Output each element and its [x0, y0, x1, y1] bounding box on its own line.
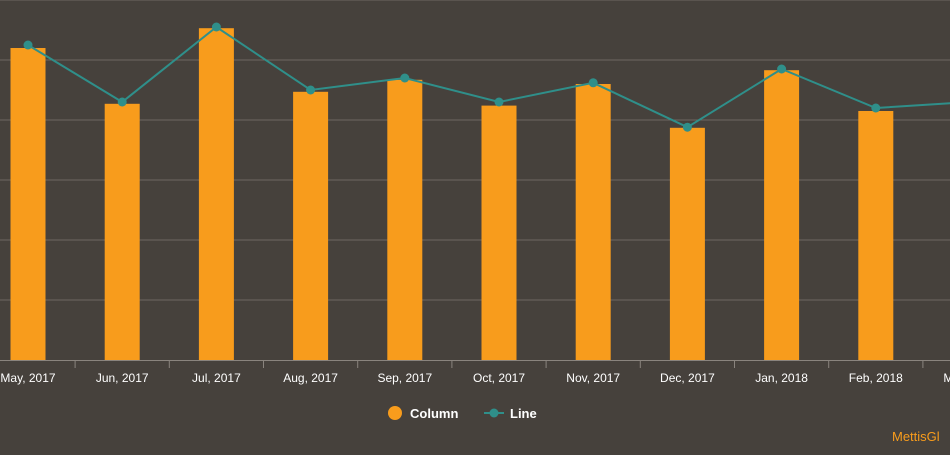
line-point-jul-2017[interactable]: [212, 23, 221, 32]
bar-aug-2017[interactable]: [293, 92, 328, 360]
x-tick-label: Nov, 2017: [566, 371, 620, 385]
line-point-aug-2017[interactable]: [306, 86, 315, 95]
x-tick-label: Jan, 2018: [755, 371, 808, 385]
legend-marker-column: [388, 406, 402, 420]
legend-label-column: Column: [410, 406, 458, 421]
x-tick-label: Oct, 2017: [473, 371, 525, 385]
x-tick-label: Sep, 2017: [377, 371, 432, 385]
x-tick-label: May, 2017: [0, 371, 55, 385]
x-tick-label: Mar, 2018: [943, 371, 950, 385]
legend-marker-line: [490, 409, 499, 418]
bar-dec-2017[interactable]: [670, 128, 705, 360]
line-point-sep-2017[interactable]: [400, 74, 409, 83]
line-point-dec-2017[interactable]: [683, 123, 692, 132]
x-tick-label: Dec, 2017: [660, 371, 715, 385]
legend-item-line[interactable]: Line: [484, 406, 537, 421]
bar-jul-2017[interactable]: [199, 28, 234, 360]
line-point-jun-2017[interactable]: [118, 98, 127, 107]
bar-sep-2017[interactable]: [387, 80, 422, 360]
legend: Column Line: [388, 406, 537, 421]
x-tick-label: Aug, 2017: [283, 371, 338, 385]
x-tick-label: Feb, 2018: [849, 371, 903, 385]
line-point-jan-2018[interactable]: [777, 65, 786, 74]
bar-jun-2017[interactable]: [105, 104, 140, 360]
line-point-nov-2017[interactable]: [589, 78, 598, 87]
bar-feb-2018[interactable]: [858, 111, 893, 360]
brand-watermark: MettisGl: [892, 429, 940, 444]
bar-may-2017[interactable]: [11, 48, 46, 360]
x-axis-tick-labels: May, 2017 Jun, 2017 Jul, 2017 Aug, 2017 Sep,…: [0, 371, 950, 385]
gridlines: [0, 0, 950, 368]
bar-jan-2018[interactable]: [764, 70, 799, 360]
legend-label-line: Line: [510, 406, 537, 421]
legend-item-column[interactable]: Column: [388, 406, 458, 421]
bar-nov-2017[interactable]: [576, 84, 611, 360]
x-tick-label: Jul, 2017: [192, 371, 241, 385]
line-point-may-2017[interactable]: [24, 41, 33, 50]
bar-oct-2017[interactable]: [482, 106, 517, 360]
line-point-feb-2018[interactable]: [871, 104, 880, 113]
bar-series-column: [11, 28, 894, 360]
x-tick-label: Jun, 2017: [96, 371, 149, 385]
line-point-oct-2017[interactable]: [495, 98, 504, 107]
